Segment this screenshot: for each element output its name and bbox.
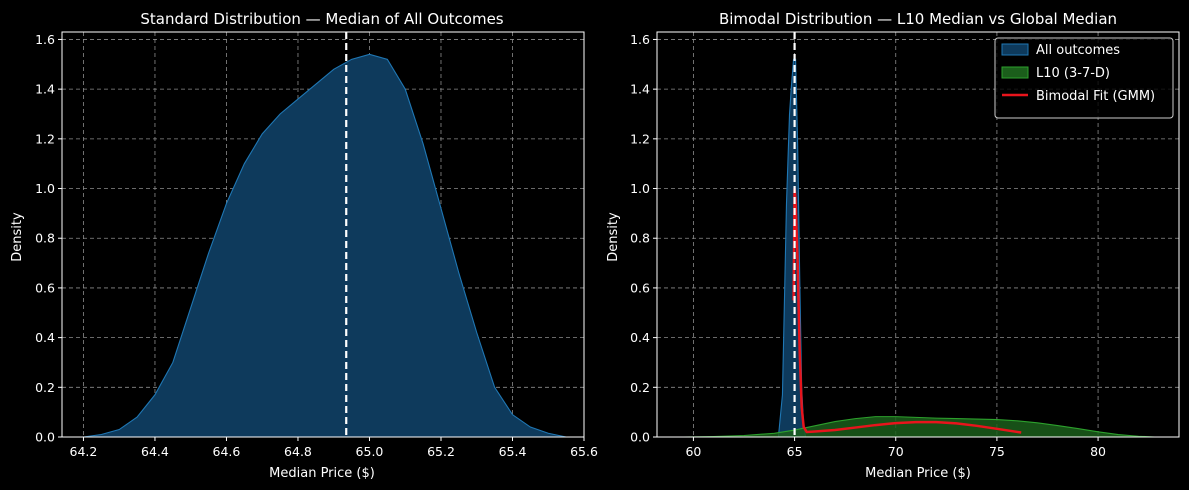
- left-chart-panel: Standard Distribution — Median of All Ou…: [10, 10, 598, 481]
- right-xtick-label-1: 65: [787, 444, 803, 459]
- right-ytick-label-6: 1.2: [630, 131, 650, 146]
- right-xtick-label-0: 60: [685, 444, 701, 459]
- right-ytick-label-4: 0.8: [630, 231, 650, 246]
- left-plot-area: 64.2 64.4 64.6 64.8 65.0 65.2 65.4 65.6 0.0 0.2 0.…: [35, 31, 598, 459]
- left-chart-xlabel: Median Price ($): [269, 466, 375, 481]
- right-chart-ylabel: Density: [606, 212, 621, 262]
- left-xtick-label-7: 65.6: [570, 444, 598, 459]
- right-xtick-label-2: 70: [888, 444, 904, 459]
- left-series-all-outcomes-outline: [83, 53, 567, 438]
- right-xtick-label-3: 75: [989, 444, 1005, 459]
- right-ytick-label-2: 0.4: [630, 330, 650, 345]
- left-ytick-label-2: 0.4: [35, 330, 55, 345]
- left-ytick-label-5: 1.0: [35, 181, 55, 196]
- legend-swatch-all-outcomes: [1001, 43, 1029, 56]
- right-axes-frame: [656, 31, 1180, 438]
- right-chart-panel: Bimodal Distribution — L10 Median vs Glo…: [606, 10, 1180, 481]
- legend-swatch-l10: [1001, 66, 1029, 79]
- left-chart-ylabel: Density: [10, 212, 25, 262]
- left-ytick-label-4: 0.8: [35, 231, 55, 246]
- left-ytick-label-3: 0.6: [35, 280, 55, 295]
- legend-label-l10: L10 (3-7-D): [1036, 66, 1110, 81]
- right-chart-xlabel: Median Price ($): [865, 466, 971, 481]
- right-series-l10-3-7-d-outline: [683, 416, 1155, 438]
- legend-label-all-outcomes: All outcomes: [1036, 43, 1120, 58]
- right-series-bimodal-fit-gmm-line: [792, 187, 1022, 434]
- left-chart-title: Standard Distribution — Median of All Ou…: [140, 10, 503, 28]
- legend: All outcomes L10 (3-7-D) Bimodal Fit (GM…: [994, 37, 1174, 119]
- legend-label-gmm: Bimodal Fit (GMM): [1036, 89, 1155, 104]
- left-xtick-label-2: 64.6: [213, 444, 241, 459]
- right-series-l10-3-7-d-area: [683, 416, 1155, 437]
- left-ytick-label-0: 0.0: [35, 430, 55, 445]
- left-ytick-label-7: 1.4: [35, 82, 55, 97]
- left-ytick-label-6: 1.2: [35, 131, 55, 146]
- right-ytick-label-0: 0.0: [630, 430, 650, 445]
- right-ytick-label-1: 0.2: [630, 380, 650, 395]
- right-ytick-label-5: 1.0: [630, 181, 650, 196]
- left-ytick-label-1: 0.2: [35, 380, 55, 395]
- left-xtick-label-6: 65.4: [499, 444, 527, 459]
- right-xtick-label-4: 80: [1090, 444, 1106, 459]
- right-chart-title: Bimodal Distribution — L10 Median vs Glo…: [719, 10, 1117, 28]
- left-xtick-label-0: 64.2: [70, 444, 98, 459]
- left-xtick-label-4: 65.0: [356, 444, 384, 459]
- right-ytick-label-3: 0.6: [630, 280, 650, 295]
- right-ytick-label-7: 1.4: [630, 82, 650, 97]
- left-xtick-label-3: 64.8: [284, 444, 312, 459]
- left-series-all-outcomes-area: [83, 54, 567, 438]
- left-xtick-label-1: 64.4: [141, 444, 169, 459]
- legend-box: [994, 37, 1174, 119]
- left-xtick-label-5: 65.2: [427, 444, 455, 459]
- right-ytick-label-8: 1.6: [630, 32, 650, 47]
- left-axes-frame: [61, 31, 585, 438]
- left-ytick-label-8: 1.6: [35, 32, 55, 47]
